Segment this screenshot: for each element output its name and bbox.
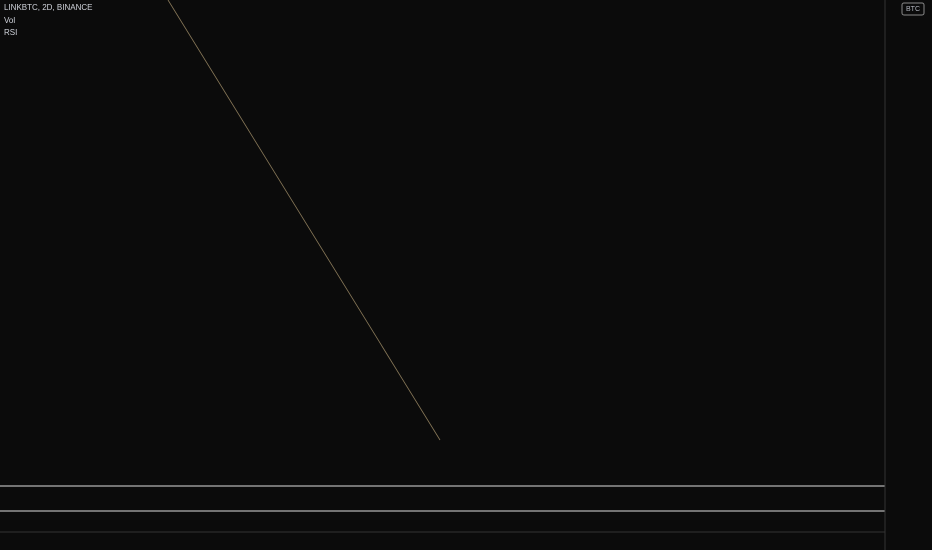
indicator: Vol — [4, 16, 15, 25]
symbol: LINKBTC, 2D, BINANCE — [4, 3, 92, 12]
trend-line — [167, 0, 441, 441]
indicator: RSI — [4, 28, 17, 37]
currency[interactable]: BTC — [906, 6, 920, 13]
currency-box[interactable] — [901, 2, 925, 16]
